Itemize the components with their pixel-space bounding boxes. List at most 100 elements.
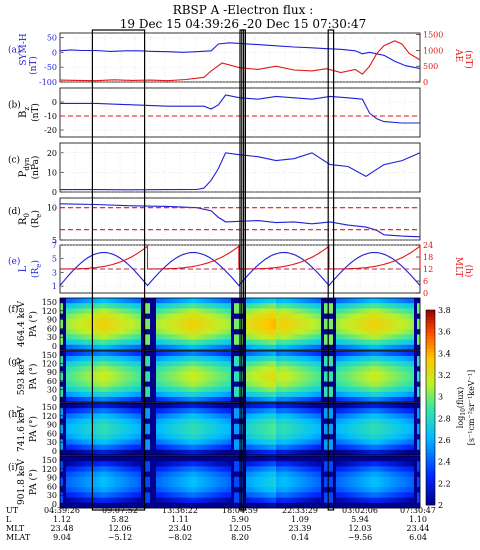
heatmap-cell	[147, 487, 151, 493]
heatmap-cell	[162, 324, 166, 330]
energy-label: 593 keV	[17, 357, 27, 395]
heatmap-cell	[180, 418, 184, 425]
heatmap-cell	[333, 487, 337, 493]
heatmap-cell	[210, 456, 214, 462]
heatmap-cell	[147, 339, 151, 346]
heatmap-cell	[306, 313, 310, 320]
heatmap-cell	[381, 344, 385, 351]
heatmap-cell	[378, 361, 382, 367]
heatmap-cell	[324, 391, 328, 398]
heatmap-cell	[180, 471, 184, 478]
heatmap-cell	[372, 308, 376, 314]
heatmap-cell	[189, 361, 193, 367]
heatmap-cell	[315, 476, 319, 483]
heatmap-cell	[234, 356, 238, 362]
heatmap-cell	[273, 298, 277, 304]
heatmap-cell	[207, 376, 211, 382]
heatmap-cell	[234, 456, 238, 462]
heatmap-cell	[156, 413, 160, 419]
heatmap-cell	[60, 429, 64, 435]
heatmap-cell	[387, 413, 391, 419]
heatmap-cell	[144, 344, 148, 351]
heatmap-cell	[216, 466, 220, 472]
heatmap-cell	[384, 371, 388, 377]
heatmap-cell	[114, 376, 118, 382]
heatmap-cell	[261, 386, 265, 393]
heatmap-cell	[297, 476, 301, 483]
heatmap-cell	[180, 408, 184, 414]
heatmap-cell	[144, 439, 148, 445]
heatmap-cell	[210, 466, 214, 472]
heatmap-cell	[81, 497, 85, 504]
heatmap-cell	[174, 413, 178, 419]
heatmap-cell	[270, 376, 274, 382]
heatmap-cell	[324, 476, 328, 483]
heatmap-cell	[270, 471, 274, 478]
heatmap-cell	[144, 381, 148, 388]
heatmap-cell	[159, 391, 163, 398]
heatmap-cell	[192, 403, 196, 409]
heatmap-cell	[117, 351, 121, 357]
heatmap-cell	[411, 391, 415, 398]
heatmap-cell	[192, 298, 196, 304]
heatmap-cell	[201, 466, 205, 472]
heatmap-cell	[396, 356, 400, 362]
heatmap-cell	[405, 371, 409, 377]
heatmap-cell	[198, 487, 202, 493]
heatmap-cell	[144, 423, 148, 430]
heatmap-cell	[198, 351, 202, 357]
heatmap-cell	[93, 492, 97, 498]
heatmap-cell	[216, 471, 220, 478]
heatmap-cell	[390, 423, 394, 430]
heatmap-cell	[96, 429, 100, 435]
heatmap-cell	[87, 476, 91, 483]
heatmap-cell	[393, 403, 397, 409]
heatmap-cell	[264, 471, 268, 478]
heatmap-cell	[267, 329, 271, 335]
heatmap-cell	[375, 351, 379, 357]
heatmap-cell	[186, 391, 190, 398]
heatmap-cell	[198, 371, 202, 377]
heatmap-cell	[96, 487, 100, 493]
heatmap-cell	[225, 413, 229, 419]
heatmap-cell	[297, 487, 301, 493]
heatmap-cell	[75, 391, 79, 398]
heatmap-cell	[252, 429, 256, 435]
heatmap-cell	[363, 476, 367, 483]
heatmap-cell	[138, 334, 142, 340]
heatmap-cell	[180, 334, 184, 340]
heatmap-cell	[357, 386, 361, 393]
heatmap-cell	[186, 376, 190, 382]
heatmap-cell	[156, 408, 160, 414]
heatmap-cell	[276, 303, 280, 309]
heatmap-cell	[357, 449, 361, 456]
heatmap-cell	[336, 324, 340, 330]
heatmap-cell	[381, 396, 385, 403]
heatmap-cell	[153, 408, 157, 414]
heatmap-cell	[324, 386, 328, 393]
heatmap-cell	[393, 308, 397, 314]
heatmap-cell	[132, 298, 136, 304]
heatmap-cell	[216, 396, 220, 403]
heatmap-cell	[300, 356, 304, 362]
heatmap-cell	[402, 366, 406, 372]
heatmap-cell	[294, 487, 298, 493]
heatmap-cell	[270, 334, 274, 340]
heatmap-cell	[135, 381, 139, 388]
heatmap-cell	[342, 418, 346, 425]
y-tick-label: 90	[47, 316, 57, 325]
heatmap-cell	[408, 434, 412, 440]
heatmap-cell	[381, 391, 385, 398]
series-line	[59, 251, 421, 287]
heatmap-cell	[222, 344, 226, 351]
heatmap-cell	[312, 371, 316, 377]
heatmap-cell	[183, 461, 187, 467]
heatmap-cell	[126, 391, 130, 398]
heatmap-cell	[315, 429, 319, 435]
heatmap-cell	[102, 366, 106, 372]
heatmap-cell	[270, 482, 274, 488]
heatmap-cell	[252, 298, 256, 304]
heatmap-cell	[255, 324, 259, 330]
heatmap-cell	[108, 439, 112, 445]
heatmap-cell	[186, 487, 190, 493]
